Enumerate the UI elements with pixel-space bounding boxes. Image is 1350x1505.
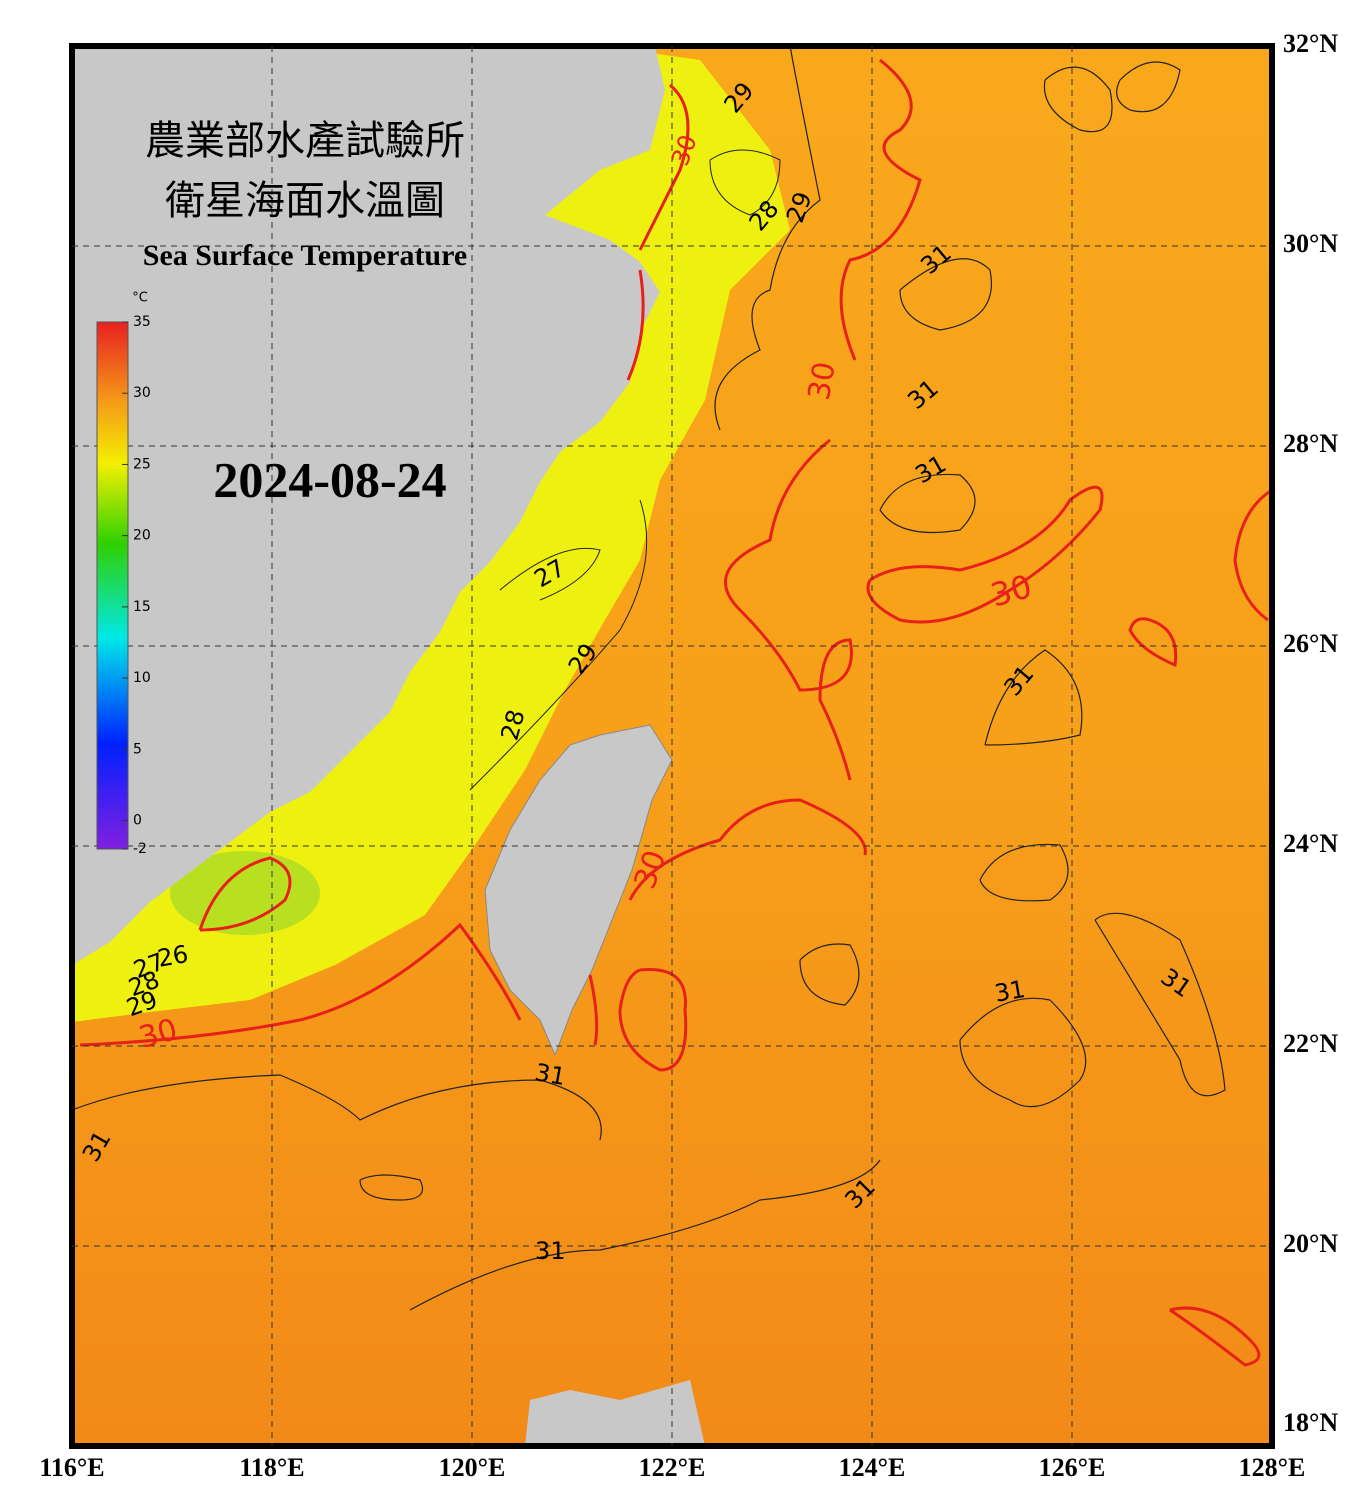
colorbar-tick-label: 10 [133, 670, 151, 686]
taiwan [484, 724, 673, 1057]
graticule [72, 46, 1272, 1446]
colorbar [96, 321, 129, 850]
lat-label: 20°N [1283, 1229, 1338, 1258]
lon-label: 116°E [39, 1453, 104, 1482]
agency-title: 農業部水產試驗所 [145, 118, 465, 163]
isotherm-31 [72, 46, 1226, 1311]
colorbar-ticks: 35 30 25 20 15 10 5 0 -2 [122, 314, 151, 857]
contour-label: 31 [992, 975, 1027, 1008]
coarse-contours [469, 149, 781, 791]
colorbar-tick-label: 25 [133, 456, 151, 472]
lon-label: 118°E [239, 1453, 304, 1482]
lon-label: 126°E [1039, 1453, 1106, 1482]
lat-label: 30°N [1283, 229, 1338, 258]
colorbar-tick-label: 20 [133, 528, 151, 544]
lat-label: 32°N [1283, 29, 1338, 58]
colorbar-tick-label: 15 [133, 599, 151, 615]
colorbar-tick-label: 0 [133, 813, 142, 829]
map-title-en: Sea Surface Temperature [143, 239, 467, 272]
colorbar-tick-label: 5 [133, 741, 142, 757]
lat-label: 28°N [1283, 429, 1338, 458]
mainland [72, 46, 665, 965]
isotherm-30 [79, 58, 1272, 1367]
colorbar-tick-label: 30 [133, 385, 151, 401]
contour-label: 26 [155, 940, 190, 973]
lat-label: 24°N [1283, 829, 1338, 858]
luzon [525, 1380, 705, 1446]
colorbar-tick-label: 35 [133, 314, 151, 330]
contour-label: 30 [802, 359, 843, 403]
lat-label: 22°N [1283, 1029, 1338, 1058]
lon-label: 122°E [639, 1453, 706, 1482]
colorbar-unit: °C [132, 291, 148, 306]
lat-label: 18°N [1283, 1408, 1338, 1437]
map-title-zh: 衛星海面水溫圖 [165, 178, 445, 223]
lon-label: 124°E [839, 1453, 906, 1482]
lat-label: 26°N [1283, 629, 1338, 658]
lon-label: 128°E [1239, 1453, 1306, 1482]
contour-label: 31 [535, 1237, 566, 1265]
lon-label: 120°E [439, 1453, 506, 1482]
contour-label: 31 [533, 1058, 568, 1091]
colorbar-tick-label: -2 [133, 841, 147, 857]
date: 2024-08-24 [213, 451, 446, 507]
